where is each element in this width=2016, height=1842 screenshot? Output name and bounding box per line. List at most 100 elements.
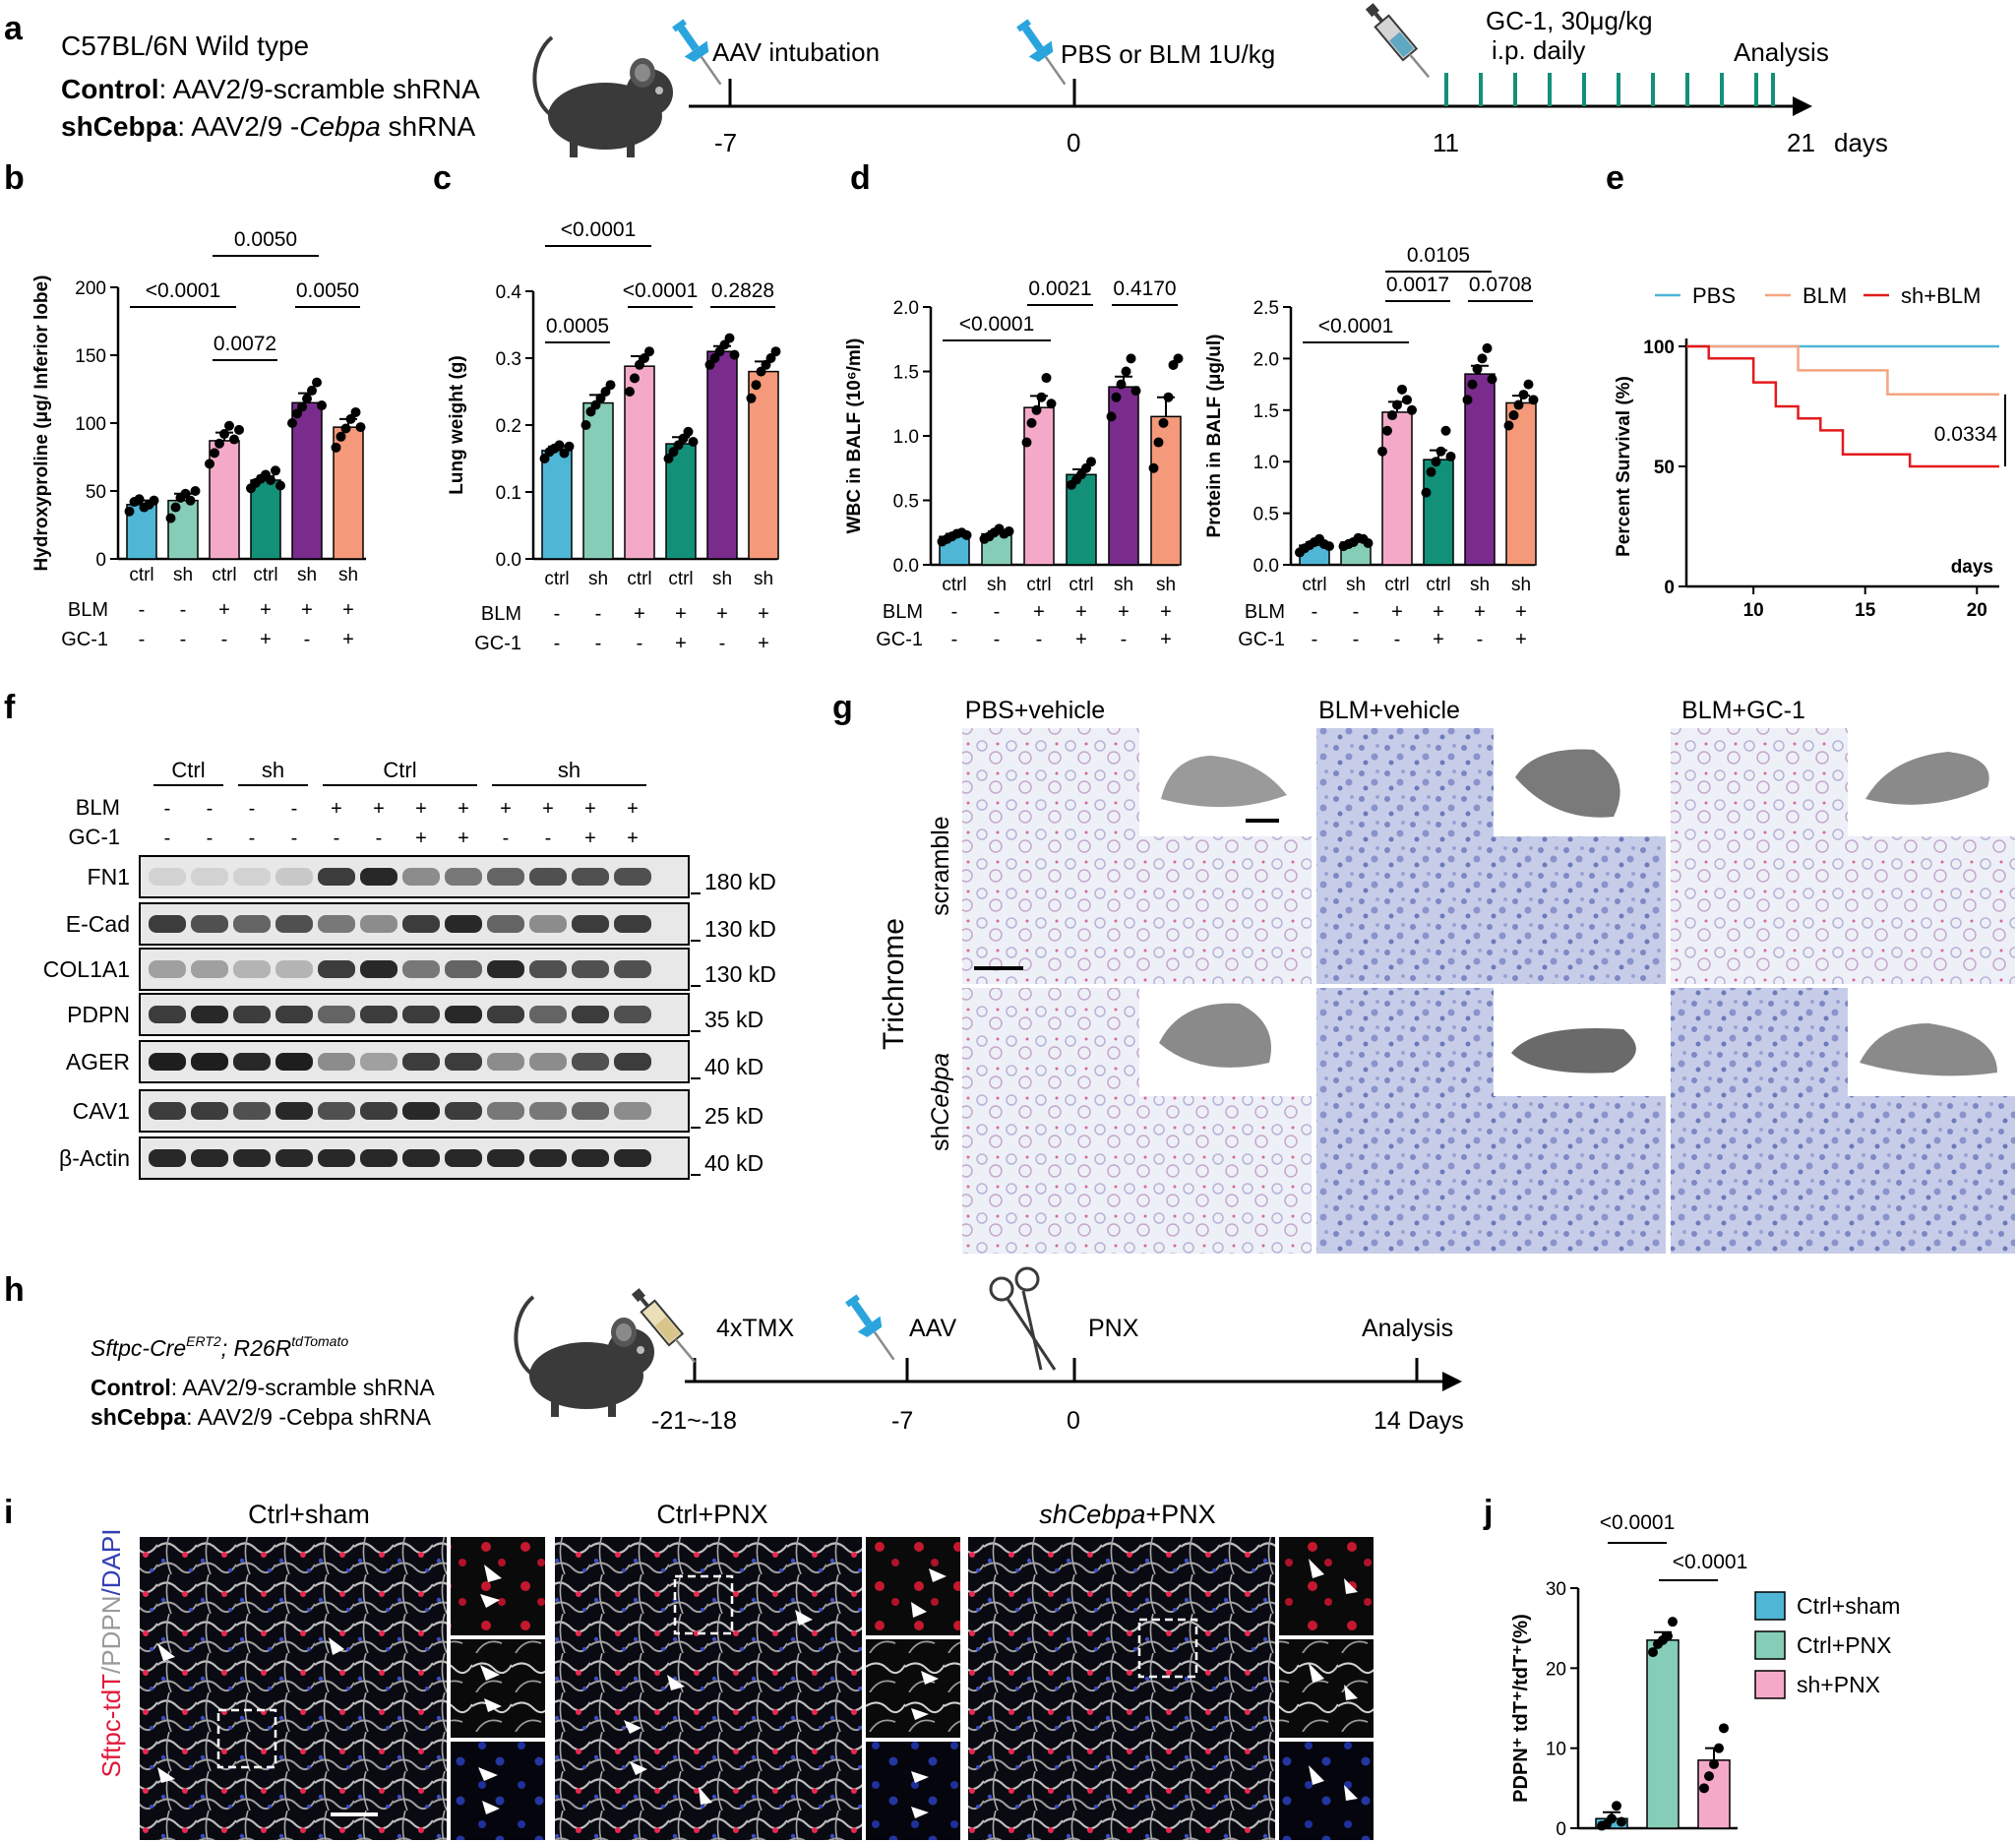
data-point bbox=[345, 413, 356, 424]
protein-label: E-Cad bbox=[66, 911, 130, 937]
y-axis-label: Lung weight (g) bbox=[447, 355, 467, 494]
bar bbox=[1697, 1759, 1731, 1829]
data-point bbox=[170, 502, 181, 513]
gc1-sign: + bbox=[675, 633, 687, 654]
blot-band bbox=[402, 1102, 440, 1120]
data-point bbox=[1699, 1783, 1709, 1794]
gc1-sign: - bbox=[180, 629, 187, 650]
if-image bbox=[968, 1537, 1275, 1840]
gc1-sign: + bbox=[342, 629, 354, 650]
group-label: ctrl bbox=[1069, 575, 1093, 595]
blot-band bbox=[318, 1102, 355, 1120]
if-column-3: shCebpa+PNX bbox=[1039, 1500, 1215, 1529]
blm-sign: + bbox=[342, 599, 354, 621]
blot-band bbox=[572, 1006, 609, 1023]
row-label-gc1: GC-1 bbox=[61, 629, 108, 650]
p-value: 0.0072 bbox=[214, 333, 276, 355]
syringe-icon bbox=[1361, 0, 1437, 85]
panel-i-immunofluorescence: Sftpc-tdT/PDPN/DAPI Ctrl+sham Ctrl+PNX s… bbox=[96, 1500, 1374, 1840]
channel-label-pdpn: /PDPN bbox=[96, 1595, 126, 1673]
bar bbox=[250, 479, 281, 560]
if-inset-red bbox=[451, 1537, 545, 1635]
p-value: 0.2828 bbox=[711, 279, 774, 302]
blot-band bbox=[614, 1102, 651, 1120]
blot-band bbox=[402, 1149, 440, 1167]
gc1-sign: - bbox=[1312, 629, 1318, 650]
legend-label: Ctrl+PNX bbox=[1797, 1632, 1892, 1658]
blm-sign: - bbox=[1353, 601, 1360, 623]
data-point bbox=[1648, 1647, 1658, 1658]
data-point bbox=[1709, 1758, 1719, 1769]
size-label: 130 kD bbox=[704, 916, 776, 942]
group-label: sh bbox=[1114, 575, 1133, 595]
event-pnx: PNX bbox=[1088, 1315, 1139, 1342]
gc1-sign: - bbox=[249, 828, 256, 849]
data-point bbox=[1508, 410, 1519, 421]
svg-text:shCebpa: AAV2/9 -Cebpa shRNA: shCebpa: AAV2/9 -Cebpa shRNA bbox=[91, 1404, 432, 1430]
blot-band bbox=[318, 1149, 355, 1167]
data-point bbox=[165, 513, 176, 523]
data-point bbox=[234, 424, 244, 435]
protein-label: AGER bbox=[66, 1049, 130, 1074]
data-point bbox=[1445, 451, 1456, 461]
p-value: <0.0001 bbox=[146, 279, 221, 302]
blm-sign: + bbox=[458, 798, 469, 820]
blot-band bbox=[149, 915, 186, 933]
group-label: ctrl bbox=[1302, 575, 1326, 595]
blm-sign: + bbox=[218, 599, 230, 621]
blot-band bbox=[149, 868, 186, 886]
row-label-blm: BLM bbox=[481, 603, 521, 625]
data-point bbox=[1397, 384, 1407, 395]
data-point bbox=[1041, 373, 1052, 384]
data-point bbox=[1407, 404, 1417, 415]
data-point bbox=[1158, 417, 1169, 428]
data-point bbox=[1392, 399, 1402, 410]
p-value: <0.0001 bbox=[1673, 1551, 1748, 1573]
data-point bbox=[1503, 420, 1514, 431]
event-gc1: GC-1, 30μg/kg bbox=[1486, 6, 1653, 35]
blot-band bbox=[318, 1053, 355, 1071]
bar bbox=[291, 401, 323, 560]
syringe-icon bbox=[838, 1289, 907, 1369]
row-label-gc1: GC-1 bbox=[876, 629, 923, 650]
bar bbox=[706, 350, 738, 560]
data-point bbox=[205, 459, 214, 469]
size-label: 40 kD bbox=[704, 1054, 764, 1079]
size-label: 40 kD bbox=[704, 1150, 764, 1176]
blot-band bbox=[529, 1102, 567, 1120]
bar bbox=[1423, 459, 1454, 566]
y-tick-label: 30 bbox=[1546, 1579, 1566, 1600]
panel-letter-c: c bbox=[433, 159, 452, 197]
blot-band bbox=[445, 960, 482, 978]
gc1-sign: - bbox=[1394, 629, 1401, 650]
data-point bbox=[1111, 392, 1122, 402]
data-point bbox=[729, 349, 740, 360]
group-label: sh bbox=[712, 569, 732, 589]
data-point bbox=[1130, 386, 1141, 397]
data-point bbox=[580, 420, 591, 430]
group-label: sh bbox=[1470, 575, 1490, 595]
row-label-gc1: GC-1 bbox=[1238, 629, 1285, 650]
gc1-sign: + bbox=[584, 828, 596, 849]
group-label: ctrl bbox=[212, 565, 236, 585]
data-point bbox=[605, 380, 616, 391]
data-point bbox=[275, 480, 285, 491]
blm-sign: + bbox=[415, 798, 427, 820]
blot-band bbox=[614, 960, 651, 978]
event-blm: PBS or BLM 1U/kg bbox=[1061, 39, 1275, 69]
blot-band bbox=[529, 915, 567, 933]
stain-label: Trichrome bbox=[878, 918, 910, 1050]
blm-sign: + bbox=[500, 798, 512, 820]
event-tmx: 4xTMX bbox=[716, 1315, 795, 1342]
tick-days: days bbox=[1834, 128, 1888, 157]
panel-letter-d: d bbox=[850, 159, 871, 197]
blot-band bbox=[149, 1149, 186, 1167]
data-point bbox=[1523, 379, 1534, 390]
y-tick-label: 2.0 bbox=[1253, 349, 1279, 370]
y-tick-label: 0.3 bbox=[496, 349, 521, 370]
data-point bbox=[1377, 446, 1387, 457]
blot-band bbox=[529, 960, 567, 978]
blm-sign: + bbox=[1515, 601, 1527, 623]
y-tick-label: 2.0 bbox=[893, 298, 919, 319]
blot-group-label: sh bbox=[262, 758, 284, 782]
